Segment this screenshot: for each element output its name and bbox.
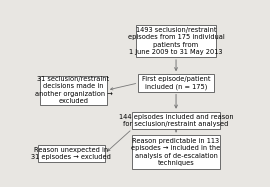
Text: 1493 seclusion/restraint
episodes from 175 individual
patients from
1 June 2009 : 1493 seclusion/restraint episodes from 1… — [128, 27, 224, 55]
FancyBboxPatch shape — [136, 25, 216, 57]
FancyBboxPatch shape — [40, 76, 107, 105]
Text: 31 seclusion/restraint
decisions made in
another organization →
excluded: 31 seclusion/restraint decisions made in… — [35, 76, 112, 104]
Text: Reason unexpected in
31 episodes → excluded: Reason unexpected in 31 episodes → exclu… — [32, 147, 111, 160]
Text: 144 episodes included and reason
for seclusion/restraint analysed: 144 episodes included and reason for sec… — [119, 114, 233, 127]
FancyBboxPatch shape — [139, 74, 214, 92]
Text: First episode/patient
included (n = 175): First episode/patient included (n = 175) — [142, 76, 210, 90]
FancyBboxPatch shape — [132, 135, 220, 169]
Text: Reason predictable in 113
episodes → included in the
analysis of de-escalation
t: Reason predictable in 113 episodes → inc… — [131, 138, 221, 166]
FancyBboxPatch shape — [132, 112, 220, 129]
FancyBboxPatch shape — [38, 145, 105, 162]
